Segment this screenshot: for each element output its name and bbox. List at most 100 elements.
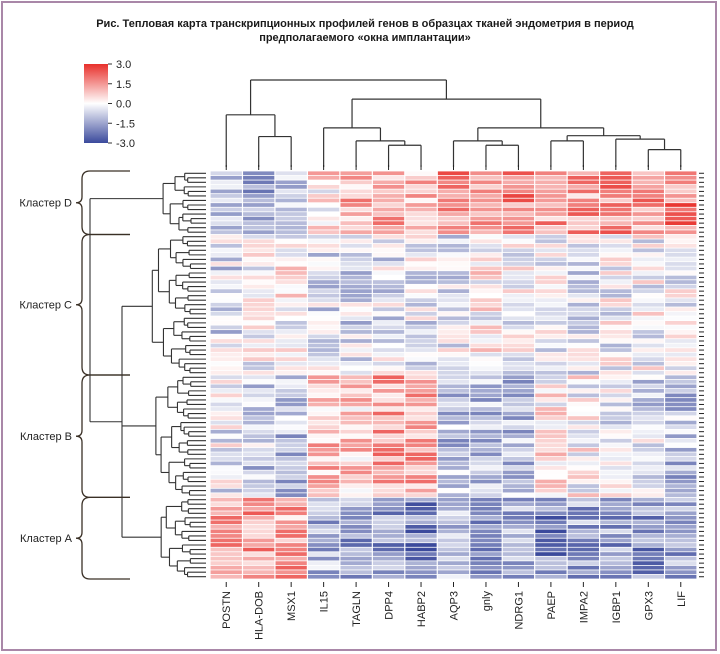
heatmap-cell <box>275 225 307 230</box>
heatmap-cell <box>567 561 599 565</box>
heatmap-cell <box>470 529 502 534</box>
heatmap-cell <box>567 171 599 176</box>
heatmap-cell <box>665 574 697 579</box>
heatmap-cell <box>502 561 535 565</box>
heatmap-cell <box>243 348 275 352</box>
heatmap-cell <box>567 398 599 402</box>
heatmap-cell <box>372 479 405 484</box>
heatmap-cell <box>210 416 242 420</box>
heatmap-cell <box>632 325 664 330</box>
heatmap-cell <box>243 511 275 516</box>
heatmap-cell <box>470 547 502 552</box>
heatmap-cell <box>340 339 372 343</box>
heatmap-cell <box>437 420 470 425</box>
heatmap-cell <box>600 561 632 565</box>
heatmap-cell <box>600 393 632 398</box>
heatmap-cell <box>437 552 470 556</box>
heatmap-cell <box>243 330 275 334</box>
heatmap-cell <box>210 484 242 488</box>
heatmap-cell <box>243 280 275 284</box>
heatmap-cell <box>405 343 437 348</box>
heatmap-cell <box>372 534 405 538</box>
heatmap-cell <box>372 370 405 375</box>
heatmap-cell <box>632 538 664 543</box>
heatmap-cell <box>405 452 437 457</box>
heatmap-cell <box>243 393 275 398</box>
heatmap-cell <box>470 171 502 176</box>
heatmap-cell <box>437 243 470 248</box>
heatmap-cell <box>275 389 307 393</box>
heatmap-cell <box>243 185 275 189</box>
heatmap-cell <box>275 457 307 461</box>
heatmap-cell <box>567 366 599 371</box>
heatmap-cell <box>600 339 632 343</box>
heatmap-cell <box>210 520 242 525</box>
heatmap-cell <box>405 470 437 475</box>
heatmap-cell <box>405 547 437 552</box>
heatmap-cell <box>243 221 275 225</box>
heatmap-cell <box>308 402 340 407</box>
heatmap-cell <box>600 262 632 266</box>
heatmap-cell <box>372 194 405 198</box>
heatmap-cell <box>632 402 664 407</box>
heatmap-cell <box>632 565 664 570</box>
heatmap-cell <box>567 230 599 235</box>
heatmap-cell <box>437 570 470 575</box>
heatmap-cell <box>535 203 567 207</box>
heatmap-cell <box>405 384 437 389</box>
heatmap-cell <box>275 357 307 361</box>
heatmap-cell <box>275 529 307 534</box>
heatmap-cell <box>372 302 405 307</box>
heatmap-cell <box>372 552 405 556</box>
heatmap-cell <box>665 248 697 253</box>
heatmap-cell <box>600 221 632 225</box>
heatmap-cell <box>372 520 405 525</box>
heatmap-cell <box>632 189 664 194</box>
heatmap-cell <box>437 434 470 439</box>
heatmap-cell <box>405 561 437 565</box>
heatmap-cell <box>210 466 242 470</box>
heatmap-cell <box>308 493 340 497</box>
heatmap-cell <box>665 239 697 244</box>
heatmap-cell <box>665 379 697 384</box>
heatmap-cell <box>372 447 405 452</box>
heatmap-cell <box>372 420 405 425</box>
heatmap-cell <box>535 194 567 198</box>
heatmap-cell <box>405 262 437 266</box>
heatmap-cell <box>600 275 632 280</box>
heatmap-cell <box>470 525 502 529</box>
heatmap-cell <box>340 330 372 334</box>
heatmap-cell <box>535 574 567 579</box>
heatmap-cell <box>470 384 502 389</box>
heatmap-cell <box>405 529 437 534</box>
heatmap-cell <box>243 207 275 212</box>
heatmap-cell <box>600 307 632 312</box>
heatmap-cell <box>535 520 567 525</box>
heatmap-cell <box>210 243 242 248</box>
heatmap-cell <box>437 271 470 275</box>
heatmap-cell <box>470 520 502 525</box>
heatmap-cell <box>405 357 437 361</box>
cluster-braces: Кластер D Кластер C Кластер B Кластер A <box>19 170 130 580</box>
heatmap-cell <box>243 230 275 235</box>
heatmap-cell <box>372 234 405 239</box>
heatmap-cell <box>275 511 307 516</box>
heatmap-cell <box>665 221 697 225</box>
heatmap-cell <box>437 307 470 312</box>
heatmap-cell <box>437 493 470 497</box>
heatmap-cell <box>340 488 372 493</box>
heatmap-cell <box>567 443 599 448</box>
heatmap-cell <box>275 425 307 429</box>
heatmap-cell <box>437 488 470 493</box>
heatmap-cell <box>470 407 502 411</box>
heatmap-cell <box>567 520 599 525</box>
heatmap-cell <box>470 302 502 307</box>
heatmap-cell <box>665 457 697 461</box>
heatmap-cell <box>340 230 372 235</box>
heatmap-cell <box>243 366 275 371</box>
heatmap-cell <box>340 574 372 579</box>
heatmap-cell <box>535 525 567 529</box>
heatmap-cell <box>340 289 372 293</box>
heatmap-cell <box>243 180 275 185</box>
heatmap-cell <box>243 538 275 543</box>
